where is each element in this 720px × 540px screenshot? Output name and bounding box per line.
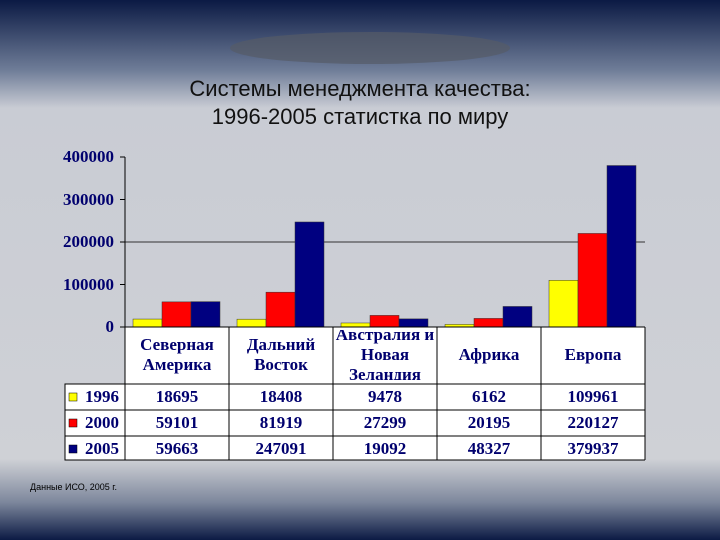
table-value: 9478: [368, 387, 402, 406]
table-bg: [125, 327, 645, 460]
category-label: Северная Америка: [140, 335, 214, 374]
y-tick-label: 0: [105, 317, 115, 336]
table-value: 109961: [567, 387, 619, 406]
chart-title: Системы менеджмента качества:: [189, 76, 531, 101]
bar: [548, 280, 579, 328]
table-value: 220127: [567, 413, 619, 432]
table-value: 59663: [155, 439, 199, 458]
table-value: 379937: [567, 439, 619, 458]
bar: [577, 233, 608, 328]
table-value: 59101: [155, 413, 199, 432]
table-value: 48327: [467, 439, 511, 458]
bar: [132, 318, 163, 328]
table-value: 18695: [155, 387, 199, 406]
legend-swatch: [68, 392, 78, 402]
legend-swatch: [68, 444, 78, 454]
category-label: Африка: [458, 345, 520, 364]
y-tick-label: 100000: [63, 274, 114, 294]
table-value: 6162: [472, 387, 506, 406]
bar: [369, 315, 400, 328]
bar: [606, 165, 637, 328]
bar: [265, 291, 296, 328]
category-label: Дальний Восток: [246, 335, 316, 374]
table-value: 27299: [363, 413, 407, 432]
bar: [473, 318, 504, 328]
bar: [340, 322, 371, 328]
legend-label: 2005: [85, 439, 119, 458]
table-value: 19092: [363, 439, 407, 458]
category-label: Австралия и Новая Зеландия: [335, 330, 435, 380]
category-label: Европа: [564, 345, 622, 364]
table-value: 81919: [259, 413, 303, 432]
y-tick-label: 200000: [63, 232, 114, 251]
bar: [236, 318, 267, 328]
legend-label: 2000: [85, 413, 119, 432]
legend-label: 1996: [85, 387, 119, 406]
bar: [398, 318, 429, 328]
legend-swatch: [68, 418, 78, 428]
bar: [294, 221, 325, 328]
bar: [161, 301, 192, 328]
table-value: 20195: [467, 413, 511, 432]
table-value: 18408: [259, 387, 303, 406]
bar: [190, 301, 221, 328]
y-tick-label: 300000: [63, 189, 114, 209]
people-image: [230, 32, 510, 64]
y-tick-label: 400000: [63, 147, 114, 166]
chart-subtitle: 1996-2005 статистка по миру: [211, 104, 509, 129]
table-value: 247091: [255, 439, 307, 458]
bar: [502, 306, 533, 328]
source-note: Данные ИСО, 2005 г.: [30, 482, 117, 492]
